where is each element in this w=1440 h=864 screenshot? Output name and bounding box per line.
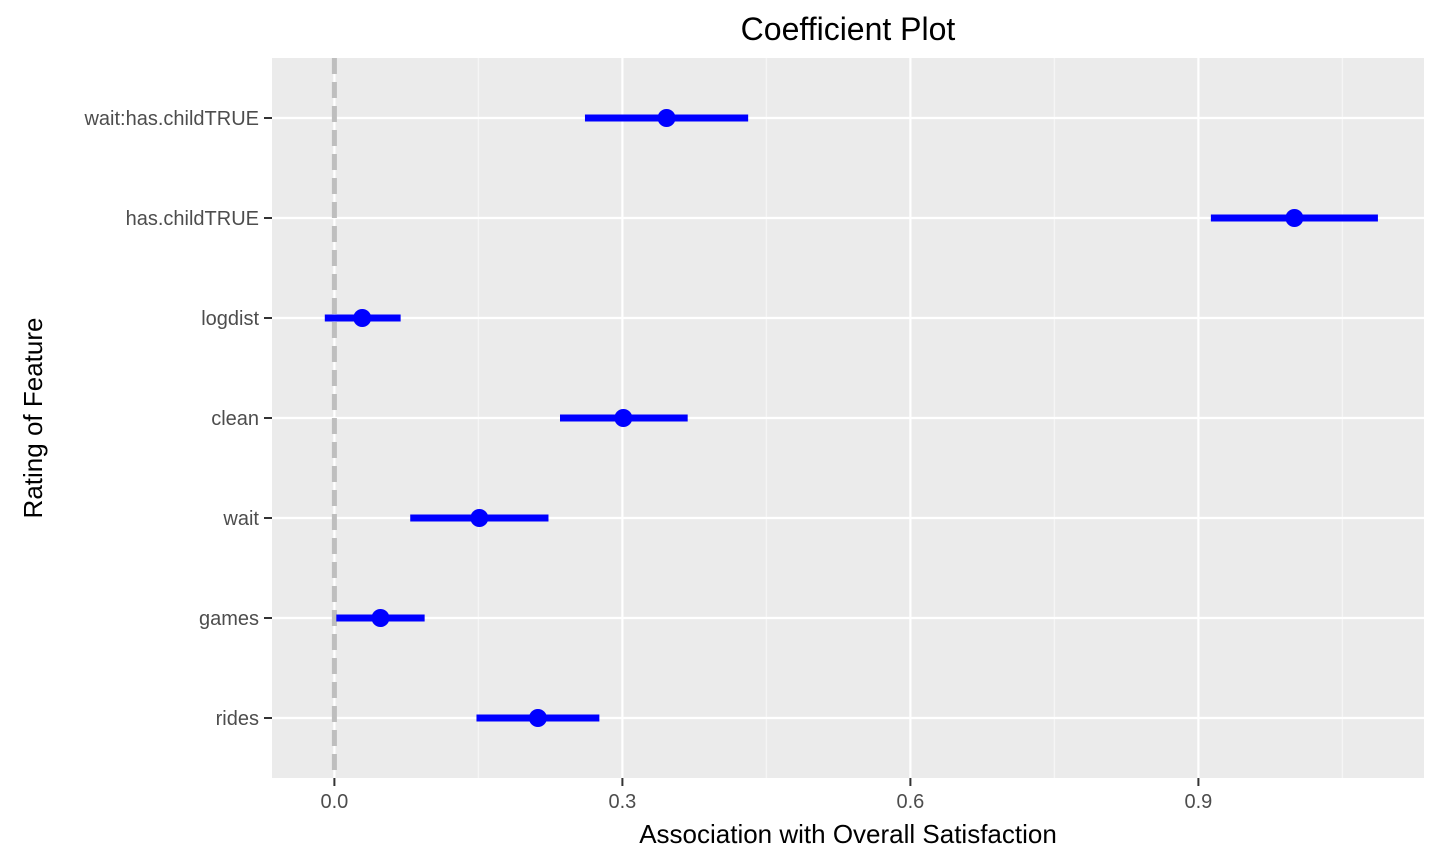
- estimate-point-clean: [614, 409, 633, 427]
- y-tick-label-games: games: [199, 608, 259, 630]
- y-tick-label-rides: rides: [216, 708, 259, 730]
- coefficient-marks: [324, 109, 1378, 727]
- x-axis-title: Association with Overall Satisfaction: [639, 819, 1057, 849]
- grid-lines: [272, 58, 1424, 778]
- y-tick-label-has.childTRUE: has.childTRUE: [126, 208, 259, 230]
- axes: rides games wait clean logdist has.childTRUE w…: [83, 108, 1212, 813]
- estimate-point-wait: [470, 509, 489, 527]
- chart-title: Coefficient Plot: [741, 11, 956, 47]
- x-tick-label: 0.0: [320, 791, 348, 813]
- estimate-point-has.childTRUE: [1285, 209, 1304, 227]
- y-tick-label-wait:has.childTRUE: wait:has.childTRUE: [83, 108, 259, 130]
- estimate-point-games: [371, 609, 390, 627]
- x-tick-label: 0.3: [608, 791, 636, 813]
- x-tick-label: 0.6: [896, 791, 924, 813]
- x-tick-label: 0.9: [1184, 791, 1212, 813]
- estimate-point-logdist: [353, 309, 372, 327]
- y-axis-title: Rating of Feature: [18, 318, 48, 519]
- y-tick-label-wait: wait: [222, 508, 259, 530]
- estimate-point-rides: [528, 709, 547, 727]
- y-tick-label-clean: clean: [211, 408, 259, 430]
- y-tick-label-logdist: logdist: [201, 308, 259, 330]
- estimate-point-wait:has.childTRUE: [657, 109, 676, 127]
